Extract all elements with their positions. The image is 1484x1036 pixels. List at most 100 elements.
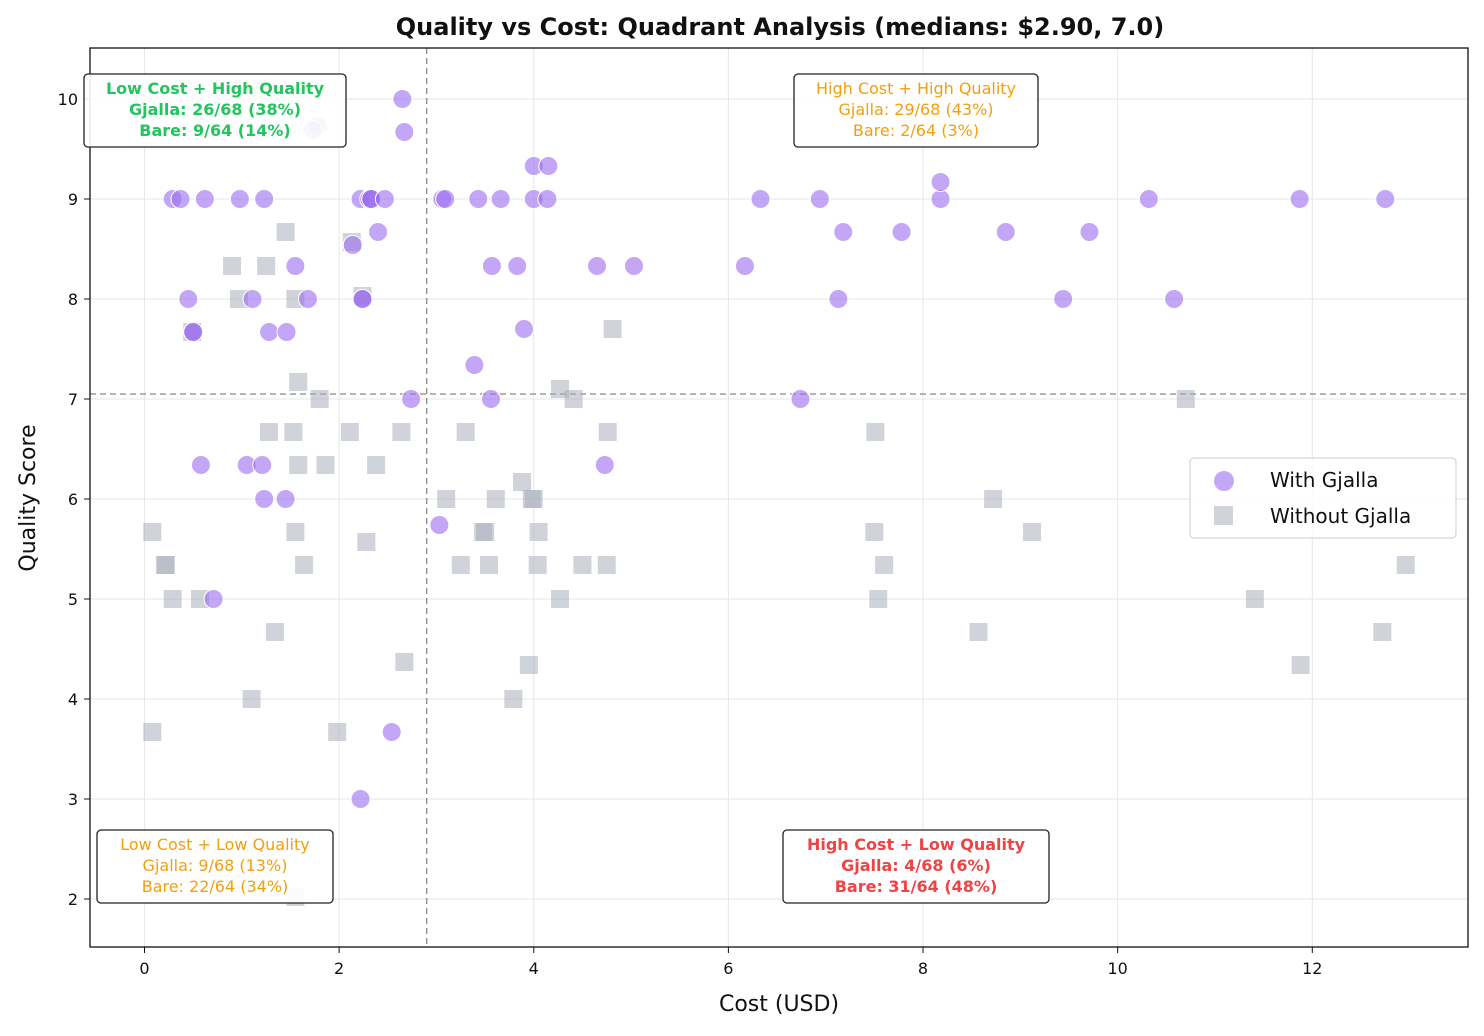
bare-point xyxy=(328,723,347,741)
annotation-line: Gjalla: 9/68 (13%) xyxy=(143,856,288,875)
bare-point xyxy=(357,533,376,551)
gjalla-point xyxy=(342,235,363,255)
plot-frame xyxy=(89,47,1469,948)
gjalla-point xyxy=(514,319,535,339)
y-tick-label: 10 xyxy=(58,90,78,109)
gjalla-point xyxy=(1164,289,1185,309)
annotation-line: Bare: 2/64 (3%) xyxy=(853,121,979,140)
annotation-line: Gjalla: 26/68 (38%) xyxy=(129,100,301,119)
gjalla-point xyxy=(242,289,263,309)
gjalla-point xyxy=(480,389,501,409)
bare-point xyxy=(551,590,570,608)
annotation-line: Bare: 9/64 (14%) xyxy=(139,121,290,140)
bare-point xyxy=(143,723,162,741)
gjalla-point xyxy=(394,122,415,142)
x-tick-label: 10 xyxy=(1107,959,1127,978)
bare-point xyxy=(969,623,988,641)
bare-point xyxy=(437,490,456,508)
legend: With Gjalla Without Gjalla xyxy=(1189,457,1457,539)
bare-point xyxy=(573,556,592,574)
bare-point xyxy=(528,556,547,574)
annotation-line: Low Cost + High Quality xyxy=(106,79,325,98)
x-axis-ticks: 0 2 4 6 8 10 12 xyxy=(139,947,1322,978)
x-axis-label: Cost (USD) xyxy=(719,992,839,1017)
legend-marker-gjalla xyxy=(1214,471,1234,491)
bare-point xyxy=(524,490,543,508)
annotation-box xyxy=(96,829,334,904)
bare-point xyxy=(551,380,570,398)
bare-point xyxy=(1373,623,1392,641)
bare-point xyxy=(1291,656,1310,674)
gjalla-point xyxy=(368,222,389,242)
bare-point xyxy=(163,590,182,608)
gjalla-point xyxy=(507,256,528,276)
gjalla-point xyxy=(374,189,395,209)
gjalla-point xyxy=(891,222,912,242)
gjalla-point xyxy=(203,589,224,609)
bare-point xyxy=(284,423,303,441)
legend-marker-bare xyxy=(1214,506,1233,525)
gjalla-point xyxy=(490,189,511,209)
bare-point xyxy=(456,423,475,441)
legend-label-gjalla: With Gjalla xyxy=(1270,468,1378,492)
gjalla-point xyxy=(275,489,296,509)
bare-point xyxy=(479,556,498,574)
bare-point xyxy=(598,423,617,441)
gjalla-point xyxy=(481,256,502,276)
y-tick-label: 5 xyxy=(68,590,78,609)
bare-point xyxy=(265,623,284,641)
annotation-line: Gjalla: 29/68 (43%) xyxy=(838,100,993,119)
bare-point xyxy=(286,523,305,541)
bare-point xyxy=(395,653,414,671)
bare-point xyxy=(229,290,248,308)
gjalla-point xyxy=(995,222,1016,242)
gjalla-point xyxy=(194,189,215,209)
gjalla-point xyxy=(750,189,771,209)
gjalla-point xyxy=(464,355,485,375)
gjalla-point xyxy=(183,322,204,342)
gjalla-point xyxy=(285,256,306,276)
annotation-top-left: Low Cost + High Quality Gjalla: 26/68 (38… xyxy=(83,73,347,148)
bare-point xyxy=(1396,556,1415,574)
y-axis-ticks: 2 3 4 5 6 7 8 9 10 xyxy=(58,90,90,909)
gjalla-point xyxy=(1079,222,1100,242)
bare-point xyxy=(1245,590,1264,608)
y-tick-label: 6 xyxy=(68,490,78,509)
gjalla-point xyxy=(254,189,275,209)
bare-point xyxy=(310,390,329,408)
gjalla-point xyxy=(790,389,811,409)
bare-point xyxy=(865,523,884,541)
annotation-line: Low Cost + Low Quality xyxy=(120,835,310,854)
annotation-line: High Cost + Low Quality xyxy=(807,835,1026,854)
annotation-box xyxy=(793,73,1039,148)
gjalla-point xyxy=(828,289,849,309)
bare-point xyxy=(156,556,175,574)
gjalla-point xyxy=(1138,189,1159,209)
gjalla-point xyxy=(833,222,854,242)
x-tick-label: 0 xyxy=(139,959,149,978)
bare-point xyxy=(866,423,885,441)
gjalla-point xyxy=(170,189,191,209)
y-axis-label: Quality Score xyxy=(16,424,41,571)
bare-point xyxy=(1176,390,1195,408)
bare-point xyxy=(1023,523,1042,541)
bare-point xyxy=(190,590,209,608)
gjalla-point xyxy=(468,189,489,209)
y-tick-label: 9 xyxy=(68,190,78,209)
bare-point xyxy=(597,556,616,574)
gjalla-point xyxy=(1375,189,1396,209)
gjalla-point xyxy=(352,289,373,309)
gjalla-point xyxy=(252,455,273,475)
gjalla-point xyxy=(1289,189,1310,209)
gjalla-point xyxy=(392,89,413,109)
x-tick-label: 2 xyxy=(334,959,344,978)
gjalla-point xyxy=(350,789,371,809)
y-tick-label: 8 xyxy=(68,290,78,309)
bare-point xyxy=(340,423,359,441)
series-without-gjalla xyxy=(143,223,1415,906)
bare-point xyxy=(529,523,548,541)
bare-point xyxy=(603,320,622,338)
gjalla-point xyxy=(734,256,755,276)
bare-point xyxy=(513,473,532,491)
gjalla-point xyxy=(587,256,608,276)
